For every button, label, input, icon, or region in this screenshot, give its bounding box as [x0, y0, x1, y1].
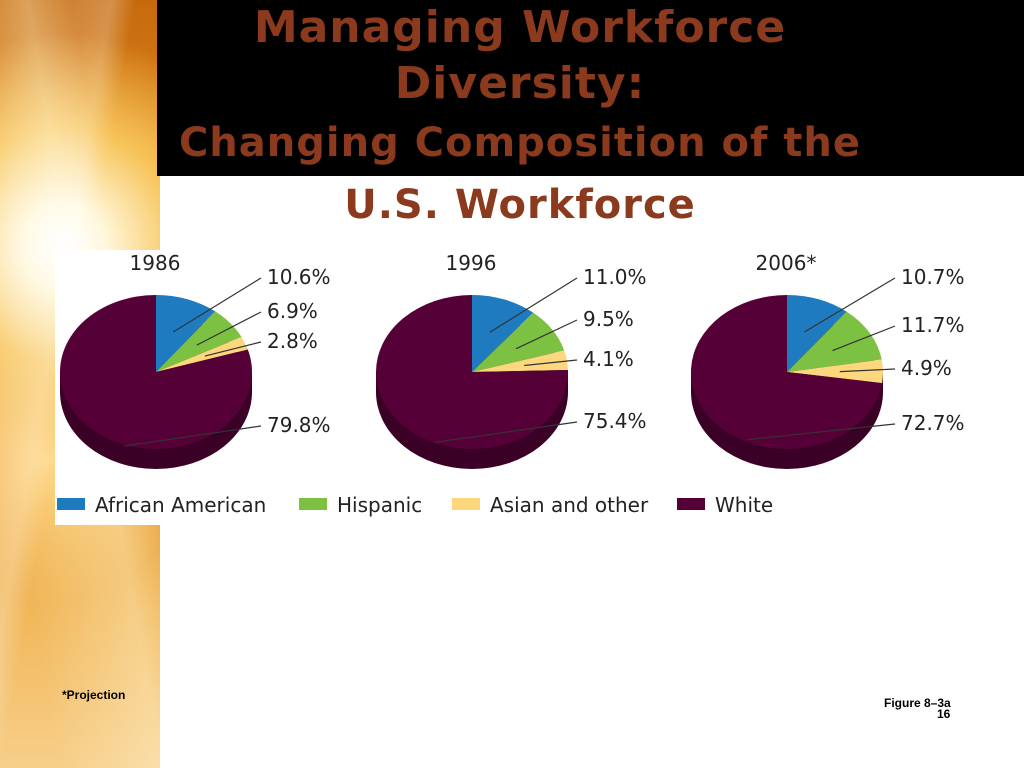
leader-line [435, 421, 578, 443]
slice-label-asian-and-other: 4.1% [583, 347, 634, 371]
footnote: *Projection [62, 688, 126, 702]
leader-line [204, 341, 262, 357]
legend-swatch-white [677, 498, 705, 510]
slice-label-hispanic: 6.9% [267, 299, 318, 323]
title-background [157, 0, 1024, 176]
leader-line [839, 368, 896, 373]
title-line-2: Diversity: [394, 58, 646, 109]
pie-title: 1996 [446, 251, 497, 275]
pie-1986: 1986 10.6% 6.9% 2.8% 79.8% [59, 251, 331, 469]
legend: African American Hispanic Asian and other W… [57, 493, 773, 517]
leader-line [515, 319, 578, 350]
slice-label-white: 79.8% [267, 413, 331, 437]
slice-label-hispanic: 9.5% [583, 307, 634, 331]
slice-label-white: 75.4% [583, 409, 647, 433]
slice-label-white: 72.7% [901, 411, 965, 435]
slice-label-african-american: 11.0% [583, 265, 647, 289]
legend-label-white: White [715, 493, 773, 517]
pie-slice-african-american [156, 295, 216, 372]
pie-slice-asian-and-other [787, 359, 883, 384]
legend-swatch-hispanic [299, 498, 327, 510]
leader-line [747, 423, 896, 441]
leader-line [124, 425, 262, 447]
legend-label-african-american: African American [95, 493, 266, 517]
pie-slice-hispanic [472, 312, 565, 372]
pie-slice-asian-and-other [472, 350, 568, 372]
legend-swatch-african-american [57, 498, 85, 510]
slice-label-hispanic: 11.7% [901, 313, 965, 337]
pie-slice-hispanic [156, 311, 242, 372]
pie-1996: 1996 11.0% 9.5% 4.1% 75.4% [376, 251, 647, 469]
slice-label-asian-and-other: 4.9% [901, 356, 952, 380]
pie-slice-african-american [787, 295, 847, 372]
slice-label-asian-and-other: 2.8% [267, 329, 318, 353]
leader-line [832, 325, 896, 352]
pie-2006: 2006* 10.7% 11.7% 4.9% 72.7% [691, 251, 965, 469]
leader-line [489, 277, 578, 333]
leader-line [196, 311, 262, 346]
slice-label-african-american: 10.6% [267, 265, 331, 289]
page-number: 16 [937, 707, 951, 721]
legend-label-hispanic: Hispanic [337, 493, 422, 517]
pie-title: 2006* [756, 251, 817, 275]
leader-line [804, 277, 896, 333]
title-line-1: Managing Workforce [253, 2, 787, 53]
slide-title: Managing Workforce Diversity: Changing C… [100, 0, 940, 236]
leader-line [172, 277, 262, 333]
title-line-3: Changing Composition of the [178, 120, 862, 166]
pie-slice-white [691, 295, 882, 449]
legend-label-asian-and-other: Asian and other [490, 493, 649, 517]
pie-slice-white [376, 295, 569, 449]
pie-title: 1986 [130, 251, 181, 275]
pie-charts-panel: 1986 10.6% 6.9% 2.8% 79.8% 1996 11.0% 9.5% 4.1% 7… [55, 250, 975, 525]
figure-label: Figure 8–3a [884, 696, 951, 710]
slice-label-african-american: 10.7% [901, 265, 965, 289]
leader-line [524, 359, 578, 367]
pie-charts: 1986 10.6% 6.9% 2.8% 79.8% 1996 11.0% 9.5% 4.1% 7… [57, 251, 965, 517]
pie-slice-hispanic [787, 311, 882, 372]
legend-swatch-asian-and-other [452, 498, 480, 510]
pie-slice-asian-and-other [156, 336, 248, 372]
pie-slice-white [59, 295, 252, 449]
title-line-4: U.S. Workforce [344, 182, 696, 228]
